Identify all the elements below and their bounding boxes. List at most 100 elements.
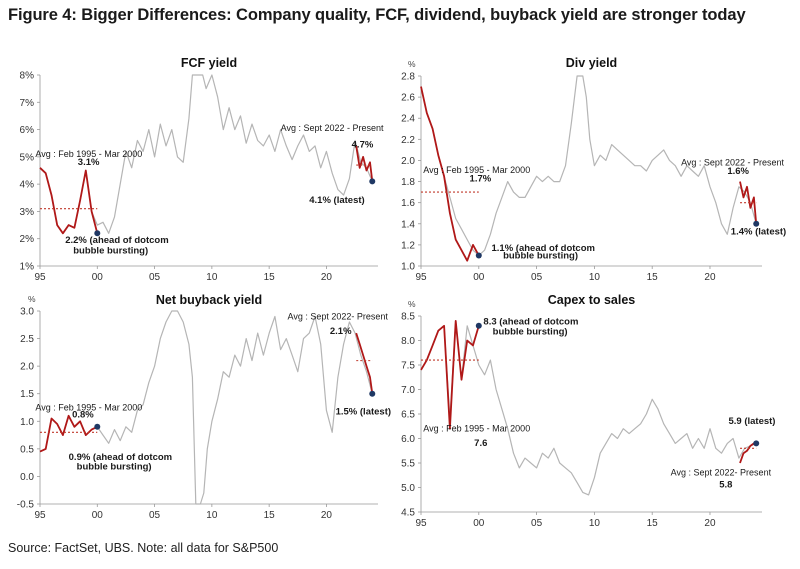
y-tick-label: 2.2 <box>401 135 415 146</box>
y-tick-label: 1.0 <box>20 417 34 428</box>
data-point-marker <box>475 252 482 259</box>
x-tick-label: 95 <box>34 510 46 521</box>
chart-fcf: FCF yield 1% 2% 3% 4% 5% 6% 7% 8% 95 00 05 10 15 20 Avg… <box>20 56 384 283</box>
annotation-label: 1.6% <box>727 166 749 177</box>
y-tick-label: 1.2 <box>401 240 415 251</box>
y-tick-label: 4% <box>20 180 35 191</box>
annotation-label: Avg : Sept 2022 - Present <box>681 158 784 168</box>
annotation-label: 1.7% <box>470 174 492 185</box>
annotation-label: 5.8 <box>719 480 732 491</box>
x-tick-label: 00 <box>92 510 104 521</box>
x-tick-label: 10 <box>589 272 601 283</box>
y-tick-label: 5.0 <box>401 483 415 494</box>
y-tick-label: 2.8 <box>401 72 415 83</box>
y-tick-label: 2% <box>20 234 35 245</box>
x-tick-label: 95 <box>415 518 427 529</box>
y-tick-label: 2.4 <box>401 114 415 125</box>
y-tick-label: 8.0 <box>401 336 415 347</box>
annotation-label: bubble bursting) <box>503 251 578 262</box>
y-tick-label: 1% <box>20 262 35 273</box>
y-tick-label: 8.5 <box>401 312 415 323</box>
chart-title: Net buyback yield <box>156 293 262 307</box>
annotation-label: bubble bursting) <box>493 327 568 338</box>
y-tick-label: 8% <box>20 71 35 82</box>
annotation-label: 4.7% <box>352 139 374 150</box>
chart-title: Div yield <box>566 56 617 70</box>
x-tick-label: 05 <box>149 272 161 283</box>
x-tick-label: 15 <box>264 510 276 521</box>
annotation-label: Avg : Sept 2022 - Present <box>281 123 384 133</box>
y-tick-label: 7.0 <box>401 385 415 396</box>
x-tick-label: 05 <box>531 518 543 529</box>
x-tick-label: 05 <box>531 272 543 283</box>
unit-label: % <box>408 59 416 69</box>
annotation-label: bubble bursting) <box>73 246 148 257</box>
y-tick-label: 1.6 <box>401 198 415 209</box>
y-tick-label: 2.5 <box>20 334 34 345</box>
y-tick-label: 2.0 <box>20 362 34 373</box>
data-point-marker <box>475 322 482 329</box>
y-tick-label: 6.0 <box>401 434 415 445</box>
series-line-highlight_recent <box>355 145 374 182</box>
x-tick-label: 05 <box>149 510 161 521</box>
x-tick-label: 00 <box>92 272 104 283</box>
data-point-marker <box>753 440 760 447</box>
series-line-highlight_early <box>420 86 480 262</box>
x-tick-label: 10 <box>206 510 218 521</box>
x-tick-label: 20 <box>321 510 333 521</box>
series-line-highlight_recent <box>739 181 758 224</box>
x-tick-label: 95 <box>34 272 46 283</box>
annotation-label: Avg : Feb 1995 - Mar 2000 <box>423 165 530 175</box>
x-tick-label: 15 <box>647 272 659 283</box>
chart-title: Capex to sales <box>548 293 636 307</box>
data-point-marker <box>369 178 376 185</box>
x-tick-label: 95 <box>415 272 427 283</box>
figure-title: Figure 4: Bigger Differences: Company qu… <box>8 6 746 24</box>
data-point-marker <box>369 390 376 397</box>
y-tick-label: 1.5 <box>20 389 34 400</box>
unit-label: % <box>408 299 416 309</box>
y-tick-label: 5.5 <box>401 459 415 470</box>
annotation-label: Avg : Sept 2022- Present <box>287 311 388 321</box>
y-tick-label: 7% <box>20 98 35 109</box>
annotation-label: bubble bursting) <box>77 461 152 472</box>
annotation-label: 0.8% <box>72 409 94 420</box>
x-tick-label: 15 <box>647 518 659 529</box>
x-tick-label: 00 <box>473 272 485 283</box>
series-line-highlight_early <box>39 167 99 235</box>
y-tick-label: 5% <box>20 152 35 163</box>
annotation-label: 5.9 (latest) <box>728 416 775 427</box>
series-line-history <box>39 74 373 234</box>
chart-capex: Capex to sales% 4.5 5.0 5.5 6.0 6.5 7.0 7.5 8.0 8… <box>401 293 775 529</box>
y-tick-label: 1.4 <box>401 219 415 230</box>
annotation-label: 1.5% (latest) <box>336 407 391 418</box>
series-line-highlight_early <box>420 319 480 430</box>
annotation-label: 8.3 (ahead of dotcom <box>483 316 578 327</box>
annotation-label: 7.6 <box>474 438 487 449</box>
y-tick-label: 3.0 <box>20 307 34 318</box>
annotation-label: 2.1% <box>330 326 352 337</box>
x-tick-label: 20 <box>704 518 716 529</box>
annotation-label: Avg : Feb 1995 - Mar 2000 <box>423 424 530 434</box>
x-tick-label: 00 <box>473 518 485 529</box>
data-point-marker <box>753 220 760 227</box>
annotation-label: 3.1% <box>78 157 100 168</box>
y-tick-label: 0.5 <box>20 444 34 455</box>
series-line-highlight_early <box>39 414 98 453</box>
annotation-label: 4.1% (latest) <box>309 195 364 206</box>
annotation-label: Avg : Feb 1995 - Mar 2000 <box>35 402 142 412</box>
y-tick-label: 6% <box>20 125 35 136</box>
source-note: Source: FactSet, UBS. Note: all data for… <box>8 541 279 555</box>
y-tick-label: 2.6 <box>401 93 415 104</box>
x-tick-label: 20 <box>704 272 716 283</box>
y-tick-label: 4.5 <box>401 508 415 519</box>
y-tick-label: 3% <box>20 207 35 218</box>
annotation-label: Avg : Feb 1995 - Mar 2000 <box>35 149 142 159</box>
y-tick-label: 6.5 <box>401 410 415 421</box>
x-tick-label: 20 <box>321 272 333 283</box>
x-tick-label: 10 <box>206 272 218 283</box>
series-line-history <box>420 320 757 496</box>
chart-title: FCF yield <box>181 56 237 70</box>
y-tick-label: 2.0 <box>401 156 415 167</box>
